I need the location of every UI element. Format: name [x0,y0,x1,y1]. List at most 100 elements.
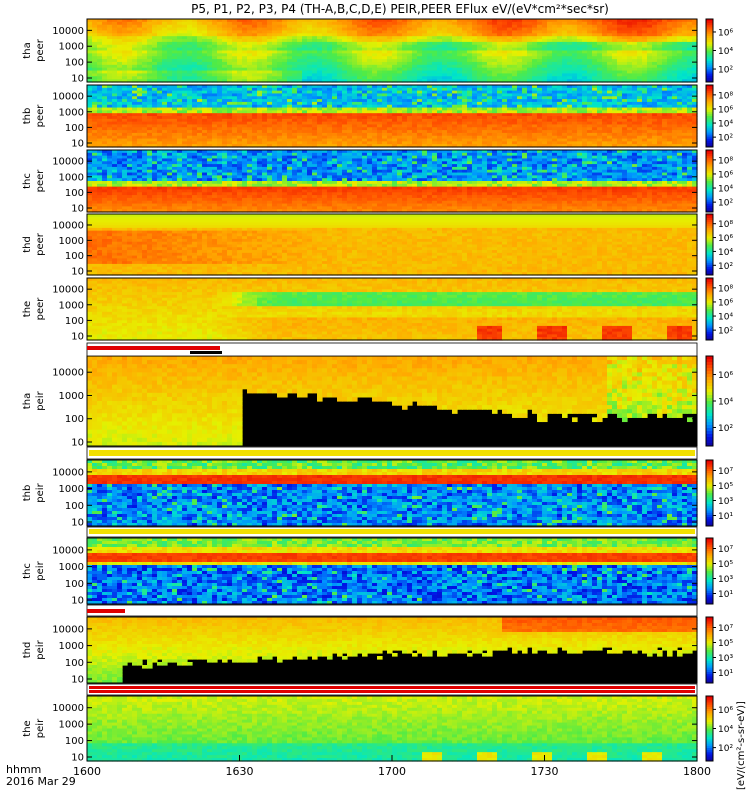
status-bar-red [89,686,695,689]
colorbar-tick-label: 10⁸ [718,284,733,294]
figure-title: P5, P1, P2, P3, P4 (TH-A,B,C,D,E) PEIR,P… [191,2,609,16]
y-tick-label: 10 [71,204,84,215]
colorbar: 10⁷ 10⁵ 10³ 10¹ [705,459,733,527]
y-tick-label: 10000 [52,545,84,556]
colorbar-tick-label: 10² [718,134,733,144]
colorbar-tick-label: 10⁶ [718,706,733,716]
y-tick-label: 100 [65,579,84,590]
colorbar: 10⁷ 10⁵ 10³ 10¹ [705,537,733,605]
y-tick-label: 10 [71,267,84,278]
colorbar-tick-label: 10² [718,199,733,209]
colorbar-tick-label: 10⁶ [718,28,733,38]
colorbar: 10⁶ 10⁴ 10² [705,355,733,447]
x-tick-label: 1630 [226,765,254,778]
colorbar-tick-label: 10⁴ [718,398,733,408]
colorbar: 10⁷ 10⁵ 10³ 10¹ [705,616,733,684]
y-tick-label: 1000 [59,391,84,402]
panel-probe-label: tha [22,393,33,409]
panel-product-label: peir [35,390,46,410]
y-tick-label: 10 [71,332,84,343]
colorbar-tick-label: 10⁴ [718,120,733,130]
panel-product-label: peer [35,232,46,256]
panel-product-label: peer [35,104,46,128]
colorbar-tick-label: 10⁶ [718,371,733,381]
colorbar-tick-label: 10⁴ [718,185,733,195]
y-tick-label: 1000 [59,562,84,573]
panel-thd-peir: 10000 1000 100 10 thd peir 10⁷ 10⁵ 10³ 10¹ [22,616,733,686]
y-tick-label: 10 [71,518,84,529]
y-tick-label: 10 [71,596,84,607]
y-tick-label: 10000 [52,703,84,714]
status-bar-bg [87,605,697,616]
colorbar-tick-label: 10² [718,424,733,434]
y-tick-label: 1000 [59,42,84,53]
colorbar: 10⁸ 10⁶ 10⁴ 10² [705,277,733,341]
y-tick-label: 10 [71,139,84,150]
y-tick-label: 10000 [52,220,84,231]
colorbar: 10⁸ 10⁶ 10⁴ 10² [705,84,733,148]
y-tick-label: 1000 [59,484,84,495]
colorbar: 10⁶ 10⁴ 10² [705,18,733,83]
panel-frame [86,149,698,213]
y-tick-label: 100 [65,188,84,199]
panel-thd-peer: 10000 1000 100 10 thd peer 10⁸ 10⁶ 10⁴ 10² [22,213,733,278]
colorbar: 10⁸ 10⁶ 10⁴ 10² [705,149,733,213]
colorbar-tick-label: 10³ [718,654,733,664]
y-tick-label: 10000 [52,26,84,37]
y-tick-label: 1000 [59,107,84,118]
colorbar-tick-label: 10⁶ [718,298,733,308]
panel-thc-peir: 10000 1000 100 10 thc peir 10⁷ 10⁵ 10³ 10¹ [22,537,733,607]
status-bar-yellow [89,450,695,456]
panel-probe-label: thb [22,485,33,502]
colorbar-tick-label: 10⁷ [718,467,733,477]
status-bars [86,342,698,696]
y-tick-label: 10000 [52,157,84,168]
colorbar-tick-label: 10³ [718,575,733,585]
panel-frame [86,277,698,341]
colorbar-unit-label: [eV/(cm²-s-sr-eV)] [736,701,747,790]
colorbar-tick-label: 10⁵ [718,560,733,570]
panel-probe-label: tha [22,42,33,58]
y-tick-label: 10 [71,675,84,686]
y-tick-label: 10000 [52,285,84,296]
status-bar-black [190,351,222,354]
panel-thc-peer: 10000 1000 100 10 thc peer 10⁸ 10⁶ 10⁴ 10² [22,149,733,215]
y-tick-label: 10 [71,74,84,85]
x-axis-label-date: 2016 Mar 29 [6,775,76,788]
colorbar-tick-label: 10⁴ [718,47,733,57]
colorbar-tick-label: 10⁷ [718,624,733,634]
status-bar-bg [87,684,697,695]
colorbar-tick-label: 10⁸ [718,220,733,230]
colorbar-tick-label: 10⁴ [718,313,733,323]
colorbar-tick-label: 10² [718,744,733,754]
panel-frame [86,459,698,527]
y-tick-label: 100 [65,501,84,512]
x-tick-label: 1700 [378,765,406,778]
panel-product-label: peer [35,38,46,62]
panel-probe-label: the [22,301,33,317]
status-bar-bg [87,343,697,356]
panel-frame [86,537,698,605]
y-tick-label: 1000 [59,236,84,247]
y-tick-label: 100 [65,736,84,747]
colorbar-tick-label: 10⁶ [718,234,733,244]
colorbar-tick-label: 10⁵ [718,639,733,649]
status-bar-red [89,690,695,693]
colorbar-tick-label: 10¹ [718,669,733,679]
status-bar-red [87,346,220,350]
y-tick-label: 1000 [59,300,84,311]
colorbar-tick-label: 10⁸ [718,91,733,101]
panel-tha-peer: 10000 1000 100 10 tha peer 10⁶ 10⁴ 10² [22,18,733,85]
y-tick-label: 1000 [59,720,84,731]
y-tick-label: 10 [71,438,84,449]
colorbar-tick-label: 10⁴ [718,248,733,258]
panel-thb-peir: 10000 1000 100 10 thb peir 10⁷ 10⁵ 10³ 10¹ [22,459,733,529]
colorbar-tick-label: 10² [718,262,733,272]
y-tick-label: 1000 [59,641,84,652]
panel-frame [86,18,698,83]
time-axis: 1600 1630 1700 1730 1800 [73,755,711,778]
y-tick-label: 10000 [52,624,84,635]
colorbar-tick-label: 10⁶ [718,105,733,115]
